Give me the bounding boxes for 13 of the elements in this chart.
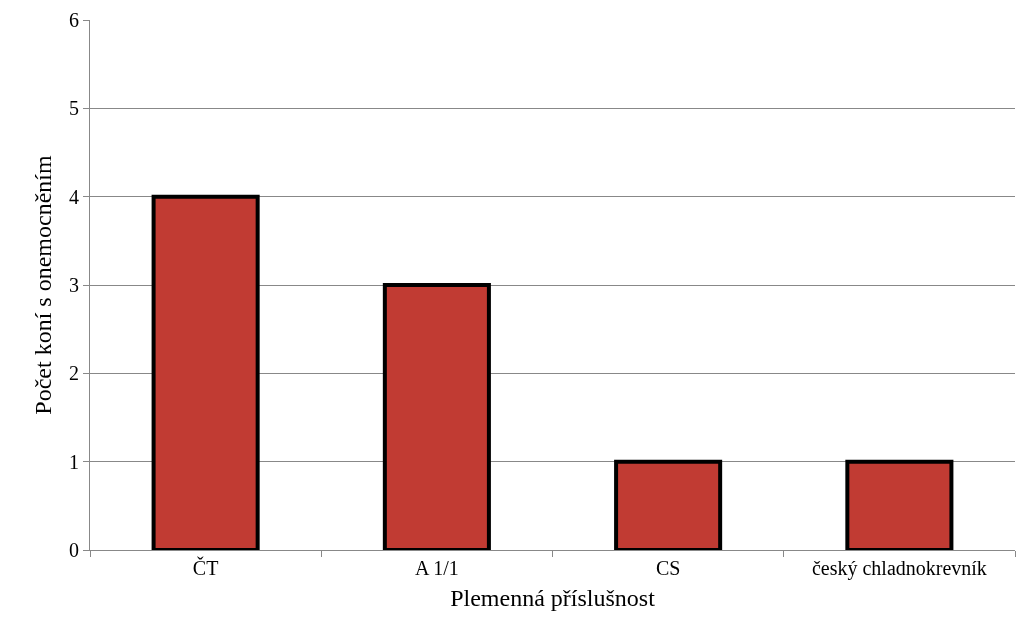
y-tick-label: 0 (69, 539, 79, 561)
y-tick-label: 2 (69, 362, 79, 385)
y-tick-label: 1 (69, 450, 79, 473)
x-tick-label: český chladnokrevník (811, 557, 987, 580)
x-tick-label: A 1/1 (414, 557, 459, 579)
y-tick-label: 4 (69, 185, 79, 208)
y-tick-label: 3 (69, 274, 79, 296)
y-axis-title: Počet koní s onemocněním (30, 155, 57, 415)
y-tick-label: 5 (69, 97, 79, 120)
x-tick-label: CS (655, 557, 681, 579)
x-axis-title: Plemenná příslušnost (450, 585, 656, 612)
x-tick-label: ČT (192, 556, 219, 579)
y-tick-label: 6 (69, 9, 79, 31)
